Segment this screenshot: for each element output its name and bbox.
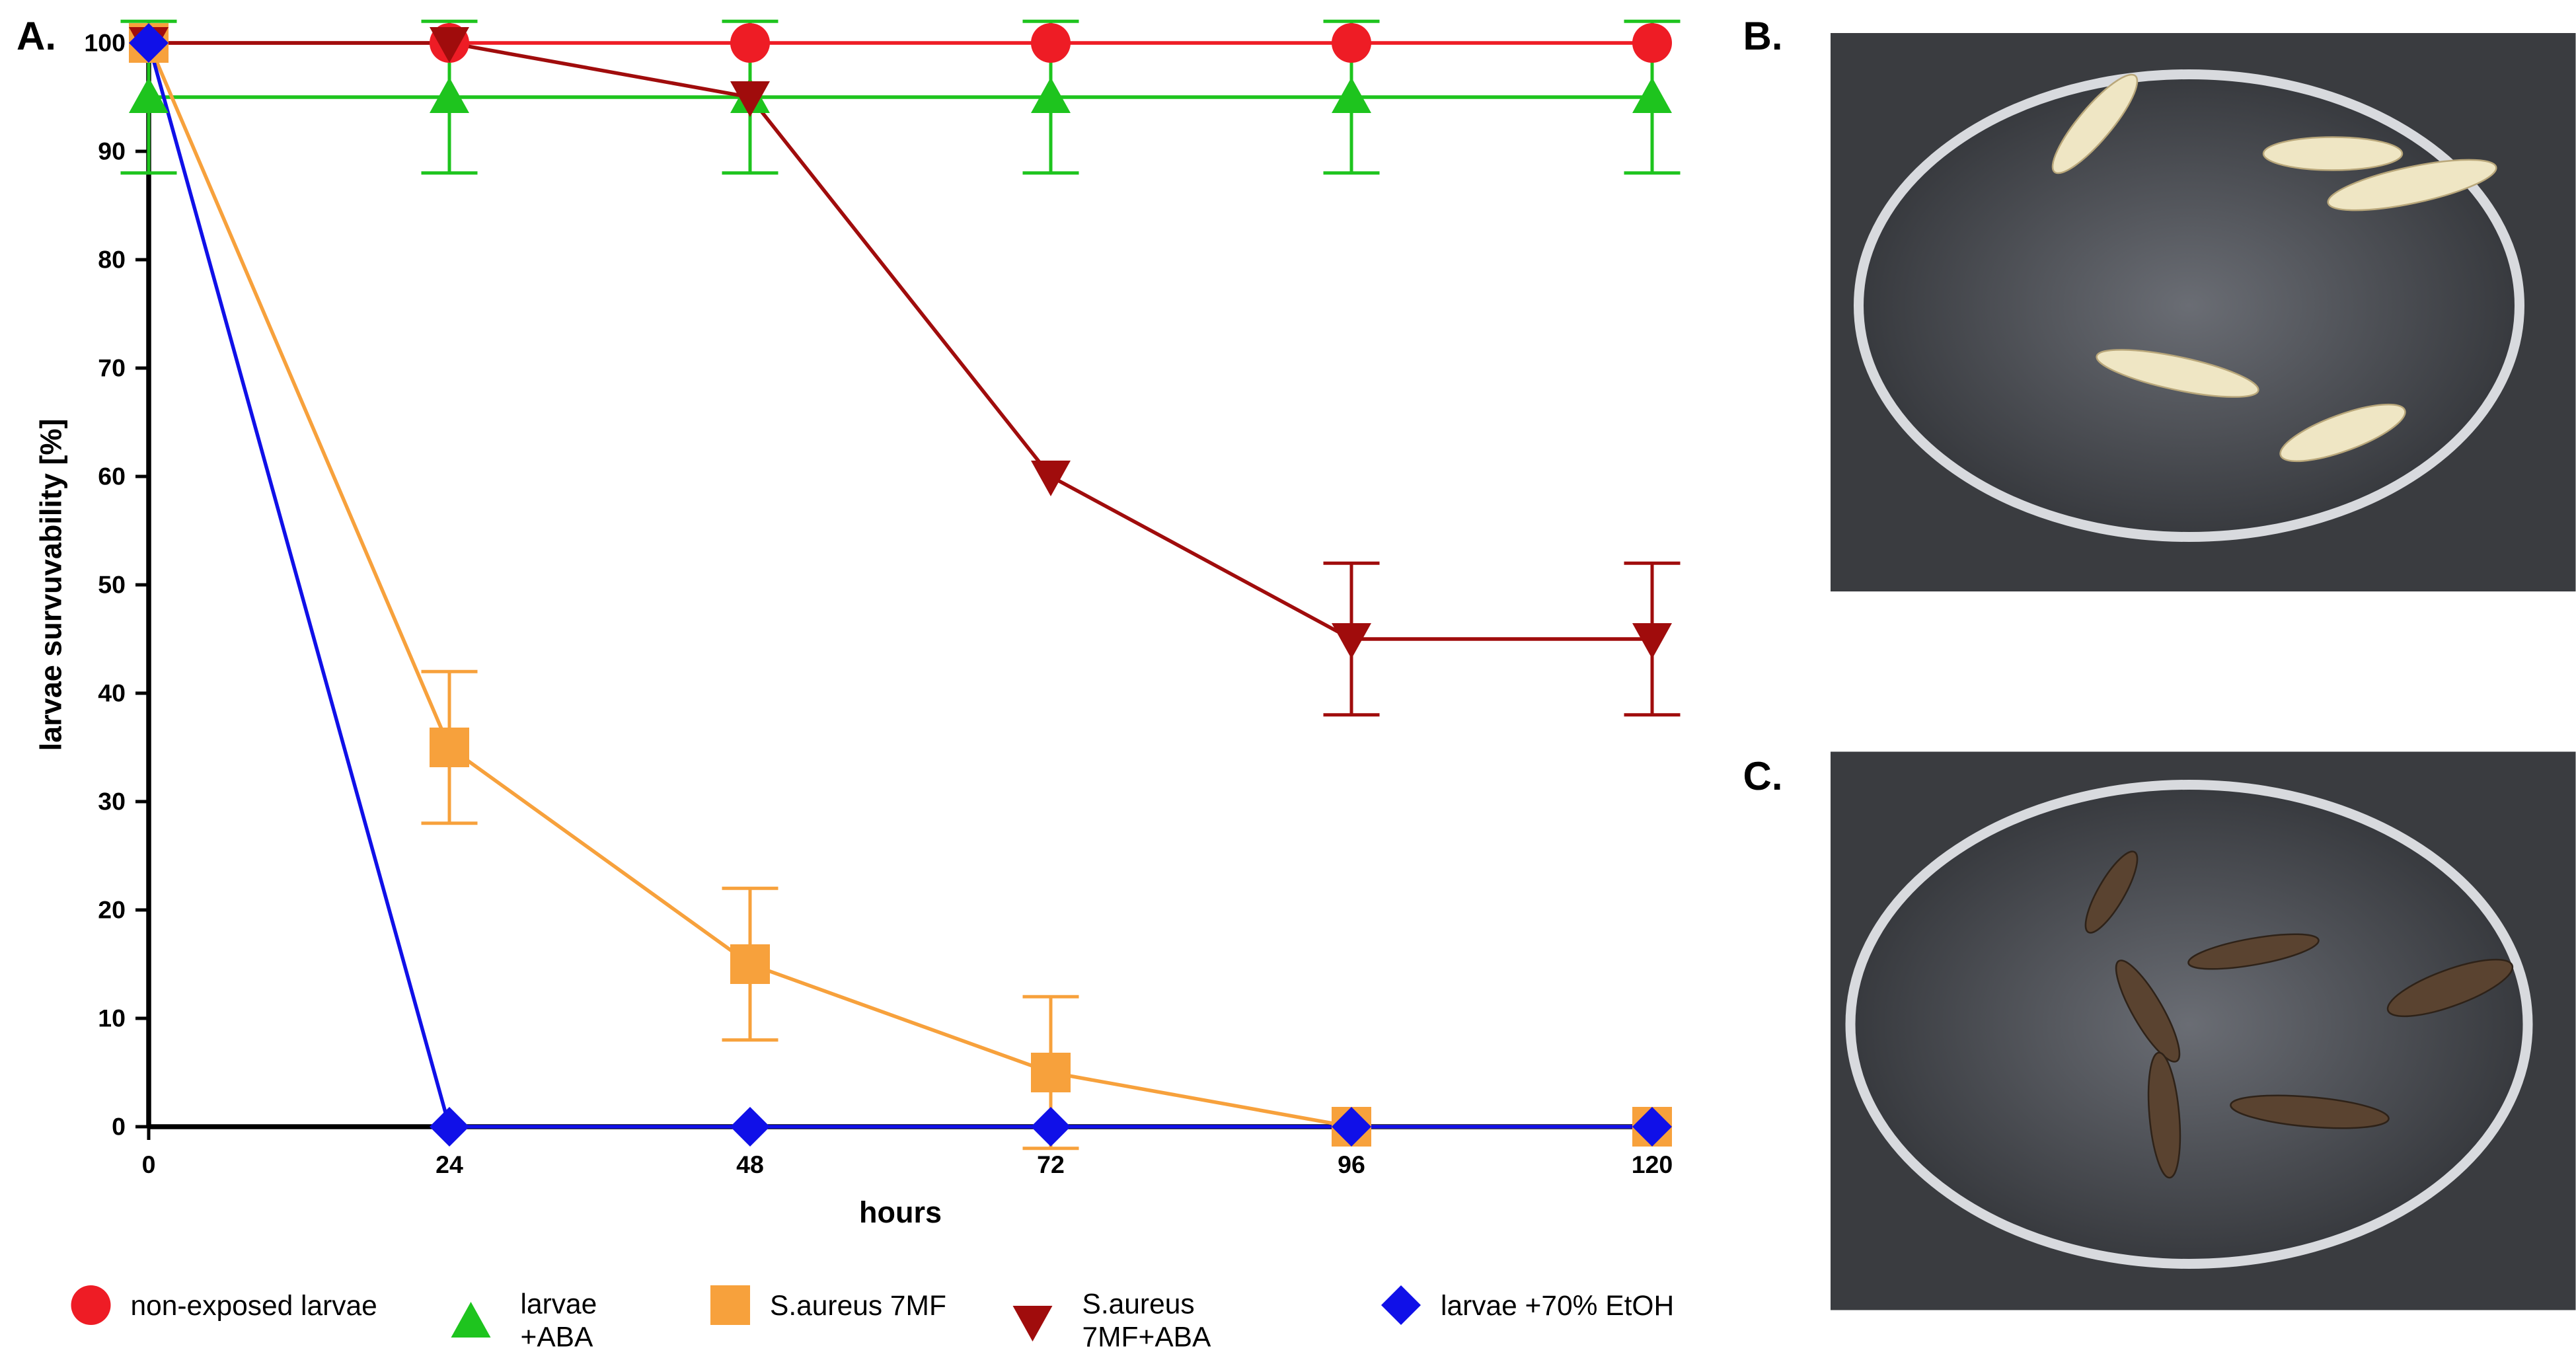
marker — [1332, 623, 1371, 659]
y-tick-label: 20 — [98, 896, 126, 924]
marker — [1031, 77, 1071, 113]
legend-label: larvae +70% EtOH — [1441, 1291, 1674, 1322]
x-tick-label: 48 — [736, 1151, 764, 1178]
y-tick-label: 100 — [84, 29, 126, 57]
marker — [430, 77, 470, 113]
marker — [1632, 1107, 1672, 1147]
panel-label: C. — [1743, 754, 1783, 798]
marker — [1632, 77, 1672, 113]
legend-label: S.aureus 7MF — [770, 1291, 946, 1322]
marker — [710, 1285, 750, 1325]
y-axis-label: larvae survuvability [%] — [34, 419, 68, 751]
x-tick-label: 96 — [1338, 1151, 1365, 1178]
legend-label-line: S.aureus — [1082, 1289, 1195, 1320]
x-tick-label: 0 — [142, 1151, 156, 1178]
legend-label-line: +ABA — [521, 1322, 594, 1353]
marker — [451, 1302, 491, 1338]
marker — [1031, 23, 1071, 63]
y-tick-label: 60 — [98, 463, 126, 490]
marker — [430, 728, 470, 767]
marker — [1031, 1107, 1071, 1147]
marker — [129, 23, 169, 63]
marker — [430, 1107, 470, 1147]
legend-label: S.aureus 7MF+ABA — [1082, 1289, 1212, 1353]
marker — [1031, 1053, 1071, 1092]
y-tick-label: 10 — [98, 1004, 126, 1032]
x-axis-label: hours — [859, 1195, 942, 1229]
y-tick-label: 0 — [112, 1113, 126, 1141]
marker — [1632, 623, 1672, 659]
y-tick-label: 30 — [98, 788, 126, 815]
marker — [1332, 77, 1371, 113]
series-line — [147, 42, 1653, 1129]
y-tick-label: 90 — [98, 137, 126, 165]
y-tick-label: 80 — [98, 246, 126, 274]
series-line — [147, 42, 1653, 1129]
legend-label: non-exposed larvae — [131, 1291, 377, 1322]
marker — [1031, 461, 1071, 496]
x-tick-label: 24 — [436, 1151, 463, 1178]
y-tick-label: 40 — [98, 679, 126, 707]
legend-label-line: larvae — [521, 1289, 597, 1320]
marker — [1332, 1107, 1371, 1147]
x-tick-label: 120 — [1632, 1151, 1673, 1178]
x-tick-label: 72 — [1037, 1151, 1065, 1178]
y-tick-label: 50 — [98, 571, 126, 599]
panel-label: A. — [17, 14, 56, 58]
marker — [730, 1107, 770, 1147]
marker — [1632, 23, 1672, 63]
marker — [71, 1285, 111, 1325]
marker — [129, 77, 169, 113]
series-line — [149, 41, 1653, 641]
marker — [730, 81, 770, 117]
photo-b — [1831, 33, 2576, 591]
panel-label: B. — [1743, 14, 1783, 58]
marker — [730, 944, 770, 984]
marker — [730, 23, 770, 63]
legend-label: larvae +ABA — [521, 1289, 597, 1353]
photo-c — [1831, 751, 2576, 1310]
legend-label-line: 7MF+ABA — [1082, 1322, 1212, 1353]
marker — [1012, 1306, 1053, 1341]
marker — [1332, 23, 1371, 63]
marker — [430, 27, 470, 63]
marker — [1381, 1285, 1421, 1325]
y-tick-label: 70 — [98, 354, 126, 382]
